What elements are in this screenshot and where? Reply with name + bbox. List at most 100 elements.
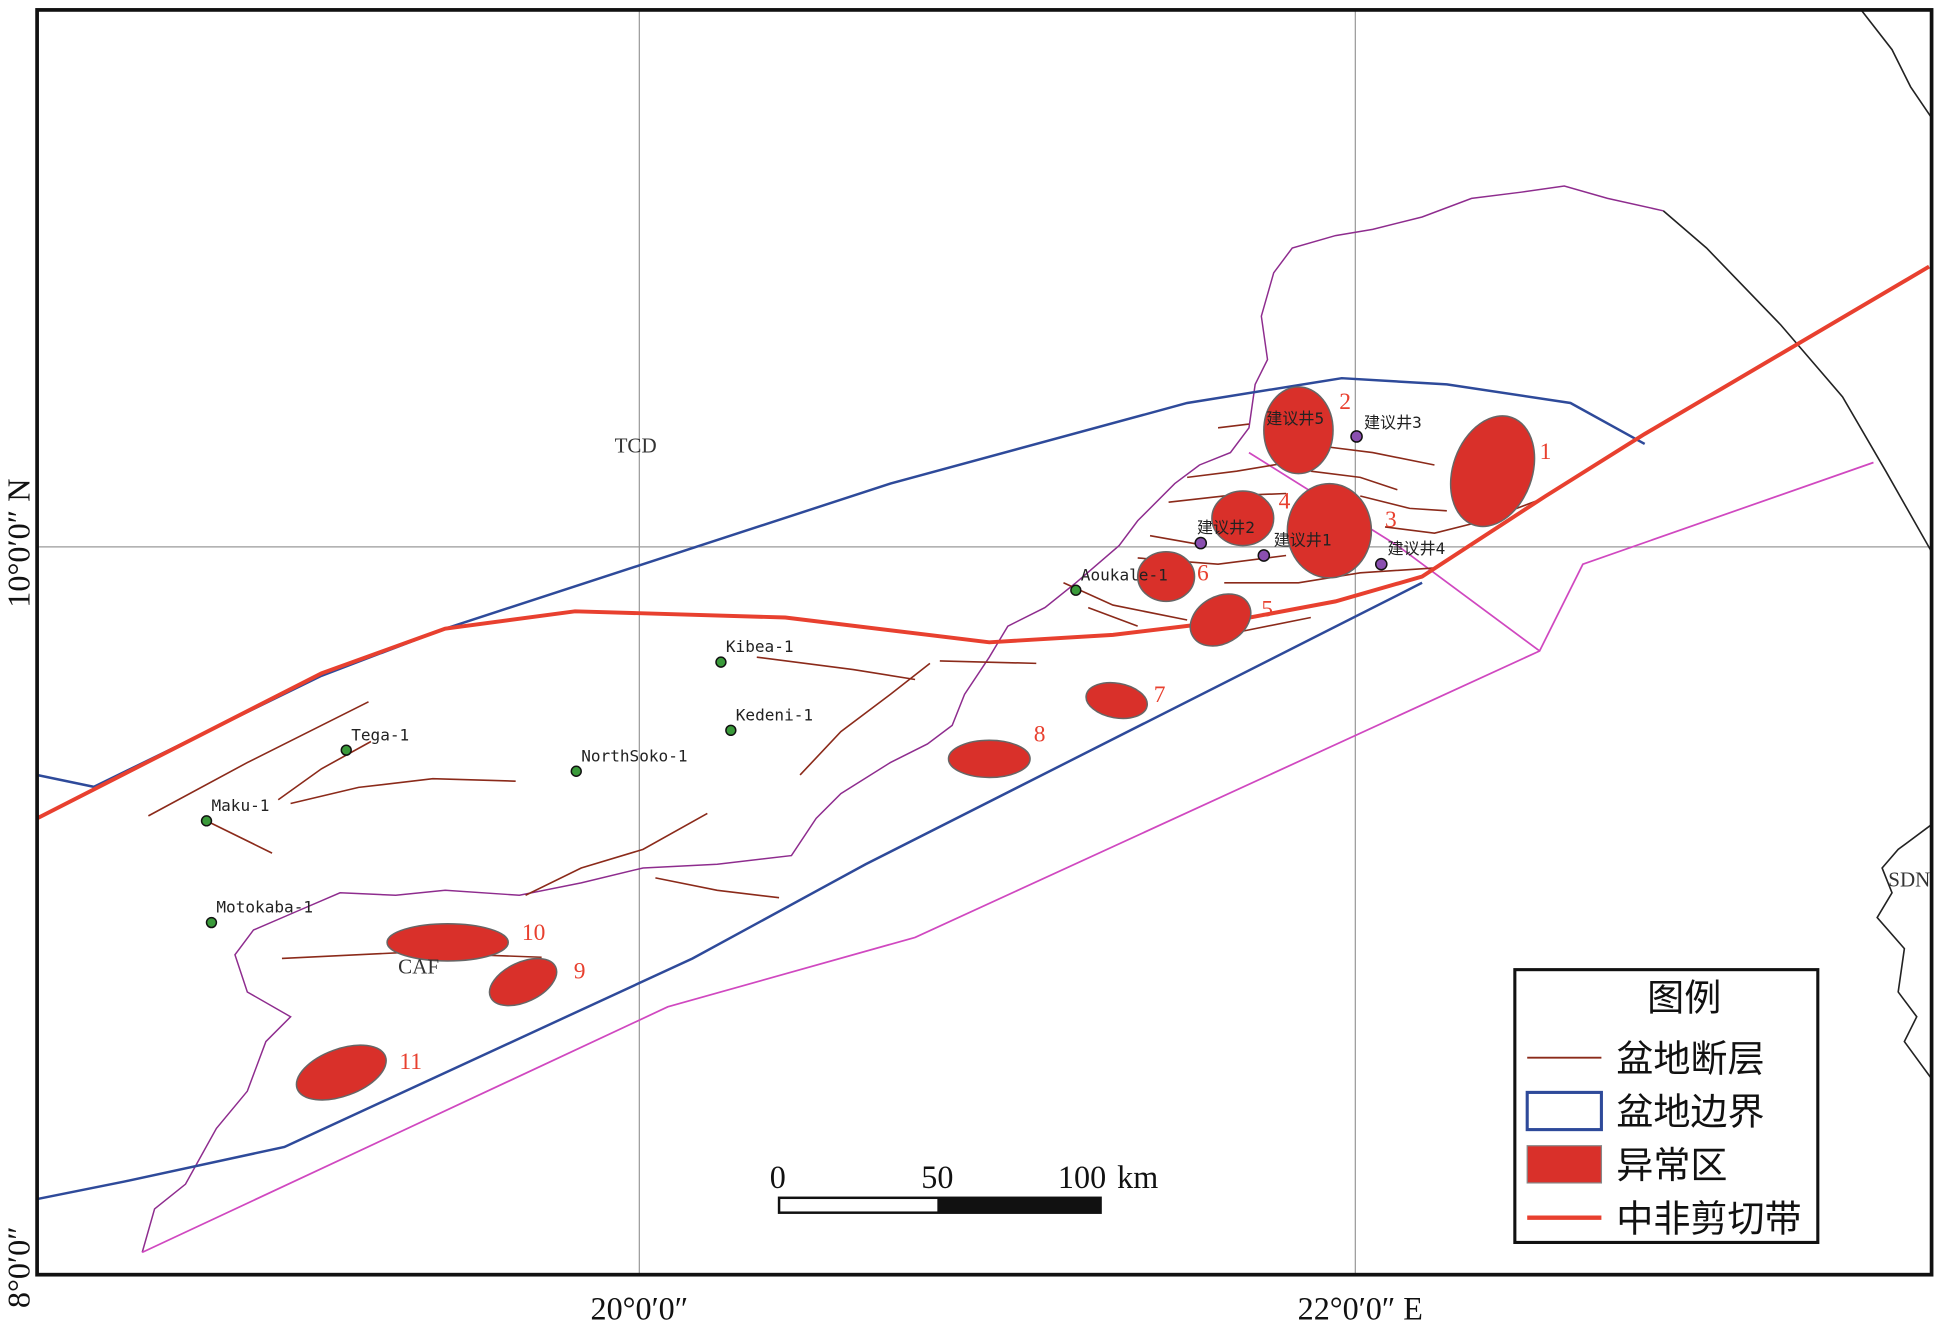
proposed-well-label: 建议井2 bbox=[1197, 518, 1255, 537]
scale-bar: 0 50 100 km bbox=[770, 1159, 1158, 1214]
faults bbox=[148, 423, 1540, 960]
scale-unit: km bbox=[1117, 1159, 1158, 1195]
anomaly-labels: 1 2 3 4 5 6 7 8 9 10 11 bbox=[399, 389, 1551, 1075]
anomaly bbox=[295, 1044, 387, 1101]
well-marker bbox=[205, 916, 218, 929]
fault bbox=[1310, 470, 1398, 491]
well-label: Tega-1 bbox=[351, 725, 409, 744]
anomaly-areas bbox=[295, 386, 1536, 1101]
well-marker bbox=[725, 724, 737, 737]
anomaly-label: 11 bbox=[399, 1049, 422, 1075]
map-frame bbox=[35, 8, 1934, 1277]
fault bbox=[756, 656, 916, 681]
proposed-well-marker bbox=[1257, 549, 1271, 562]
legend-label: 盆地断层 bbox=[1616, 1038, 1764, 1080]
fault bbox=[148, 701, 369, 817]
legend-symbol bbox=[1525, 1090, 1603, 1132]
anomaly-label: 10 bbox=[522, 920, 545, 946]
well-marker bbox=[570, 765, 582, 777]
latitude-label: 10°0′0″ N bbox=[1, 479, 37, 608]
legend-symbol bbox=[1526, 1145, 1603, 1184]
well-label: Aoukale-1 bbox=[1081, 565, 1168, 584]
anomaly bbox=[1263, 386, 1334, 475]
boundary bbox=[36, 581, 1423, 1201]
proposed-well-label: 建议井3 bbox=[1364, 413, 1422, 432]
country-label: TCD bbox=[615, 434, 657, 458]
country-label: CAF bbox=[398, 954, 439, 978]
anomaly-label: 9 bbox=[574, 958, 586, 984]
well-label: Kedeni-1 bbox=[736, 705, 813, 724]
fault bbox=[206, 820, 273, 854]
anomaly-label: 5 bbox=[1261, 596, 1273, 622]
border bbox=[1662, 210, 1933, 553]
anomaly-label: 3 bbox=[1385, 507, 1397, 533]
anomaly-label: 1 bbox=[1540, 439, 1552, 465]
proposed-well-marker bbox=[1350, 430, 1363, 443]
fault bbox=[655, 877, 780, 899]
anomaly-label: 7 bbox=[1154, 682, 1166, 708]
international-border bbox=[141, 185, 1664, 1253]
fault bbox=[277, 740, 372, 801]
fault bbox=[1360, 495, 1447, 512]
anomaly bbox=[1189, 593, 1252, 647]
shear-zone bbox=[36, 264, 1931, 821]
legend: 图例 盆地断层 盆地边界 异常区 中非剪切带 bbox=[1513, 968, 1820, 1244]
boundary bbox=[36, 773, 97, 789]
legend-title: 图例 bbox=[1647, 979, 1721, 1020]
anomaly-label: 2 bbox=[1339, 389, 1351, 415]
anomaly-label: 6 bbox=[1197, 560, 1209, 586]
fault bbox=[1323, 445, 1435, 466]
anomaly bbox=[1085, 681, 1148, 720]
border bbox=[1876, 823, 1933, 1080]
anomaly-label: 4 bbox=[1279, 488, 1291, 514]
proposed-well-marker bbox=[1194, 536, 1208, 550]
anomaly bbox=[1449, 415, 1536, 528]
anomaly-label: 8 bbox=[1034, 721, 1046, 747]
legend-label: 盆地边界 bbox=[1616, 1093, 1764, 1134]
wells bbox=[200, 430, 1388, 929]
fault bbox=[1217, 423, 1250, 429]
fault bbox=[939, 660, 1037, 665]
anomaly bbox=[386, 923, 509, 962]
longitude-label: 22°0′0″ E bbox=[1298, 1290, 1423, 1326]
well-label: Maku-1 bbox=[211, 796, 269, 815]
anomaly bbox=[947, 739, 1031, 779]
anomaly bbox=[1211, 490, 1275, 547]
scale-label: 0 bbox=[770, 1159, 786, 1195]
proposed-well-label: 建议井1 bbox=[1274, 531, 1332, 550]
well-marker bbox=[715, 656, 727, 668]
well-label: Motokaba-1 bbox=[216, 898, 313, 917]
well-marker bbox=[1070, 584, 1082, 596]
legend-label: 中非剪切带 bbox=[1616, 1198, 1801, 1240]
well-label: NorthSoko-1 bbox=[581, 746, 687, 765]
fault bbox=[525, 812, 708, 896]
well-labels: Tega-1 Maku-1 Motokaba-1 NorthSoko-1 Kib… bbox=[211, 409, 1445, 917]
pink-line bbox=[1248, 451, 1541, 652]
well-marker bbox=[340, 744, 352, 756]
anomaly bbox=[1136, 551, 1196, 603]
border bbox=[1860, 9, 1933, 119]
anomaly bbox=[488, 957, 558, 1007]
country-label: SDN bbox=[1888, 868, 1930, 892]
proposed-well-marker bbox=[1374, 557, 1388, 571]
pink-line bbox=[141, 461, 1874, 1254]
scale-label: 50 bbox=[921, 1159, 953, 1195]
country-borders bbox=[1662, 9, 1933, 1080]
fault bbox=[290, 777, 516, 805]
proposed-well-label: 建议井4 bbox=[1387, 539, 1445, 558]
proposed-well-label: 建议井5 bbox=[1266, 409, 1324, 428]
fault bbox=[1236, 616, 1311, 634]
longitude-label: 20°0′0″ bbox=[591, 1290, 689, 1326]
legend-label: 异常区 bbox=[1616, 1146, 1727, 1187]
pink-lines bbox=[141, 451, 1874, 1254]
anomaly bbox=[1286, 482, 1373, 579]
fault bbox=[1087, 606, 1138, 627]
scale-label: 100 bbox=[1058, 1159, 1106, 1195]
scale-bar-segment bbox=[780, 1199, 938, 1212]
latitude-label: 8°0′0″ bbox=[1, 1226, 37, 1308]
fault bbox=[799, 662, 931, 776]
graticule bbox=[37, 9, 1932, 1275]
well-label: Kibea-1 bbox=[726, 637, 794, 656]
well-marker bbox=[200, 815, 213, 827]
